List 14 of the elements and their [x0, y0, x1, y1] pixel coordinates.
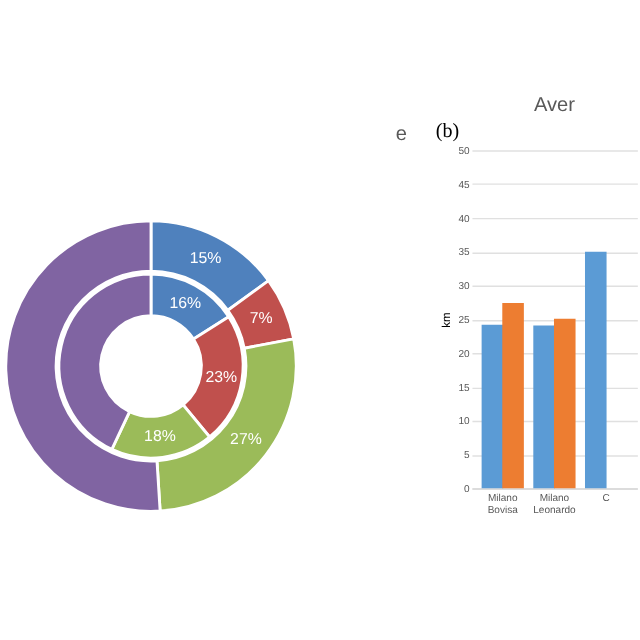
text: e	[395, 124, 408, 147]
data-label: 27%	[230, 429, 262, 448]
bar	[584, 251, 607, 489]
data-label: 15%	[189, 249, 222, 268]
bar	[502, 303, 524, 489]
chart-title: Aver	[533, 95, 577, 118]
data-label: 23%	[205, 367, 238, 386]
bar	[553, 318, 576, 489]
bar	[481, 324, 504, 489]
data-label: 18%	[144, 427, 176, 445]
data-label: 16%	[169, 293, 202, 312]
data-label: 7%	[249, 308, 273, 327]
text: (b)	[435, 121, 460, 144]
bar	[533, 325, 555, 489]
